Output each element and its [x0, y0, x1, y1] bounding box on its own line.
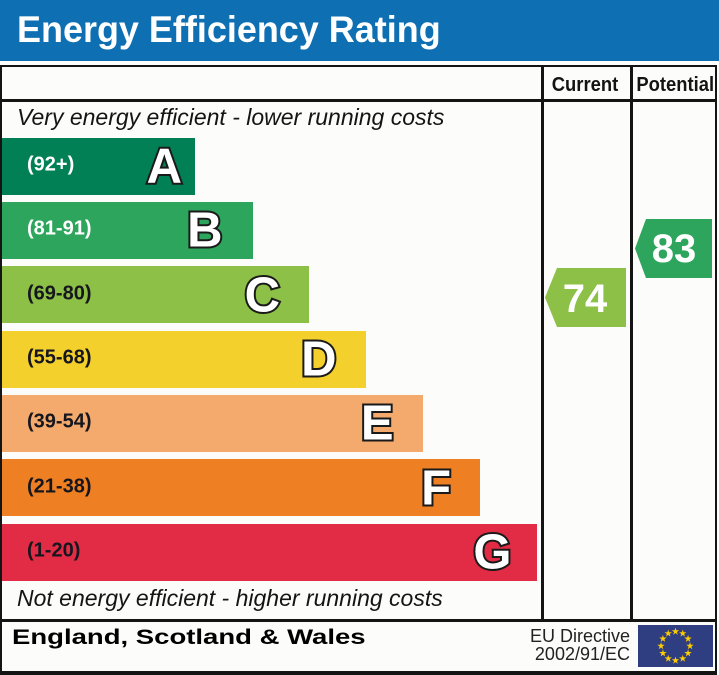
svg-text:83: 83	[652, 227, 697, 271]
svg-text:74: 74	[563, 277, 608, 321]
